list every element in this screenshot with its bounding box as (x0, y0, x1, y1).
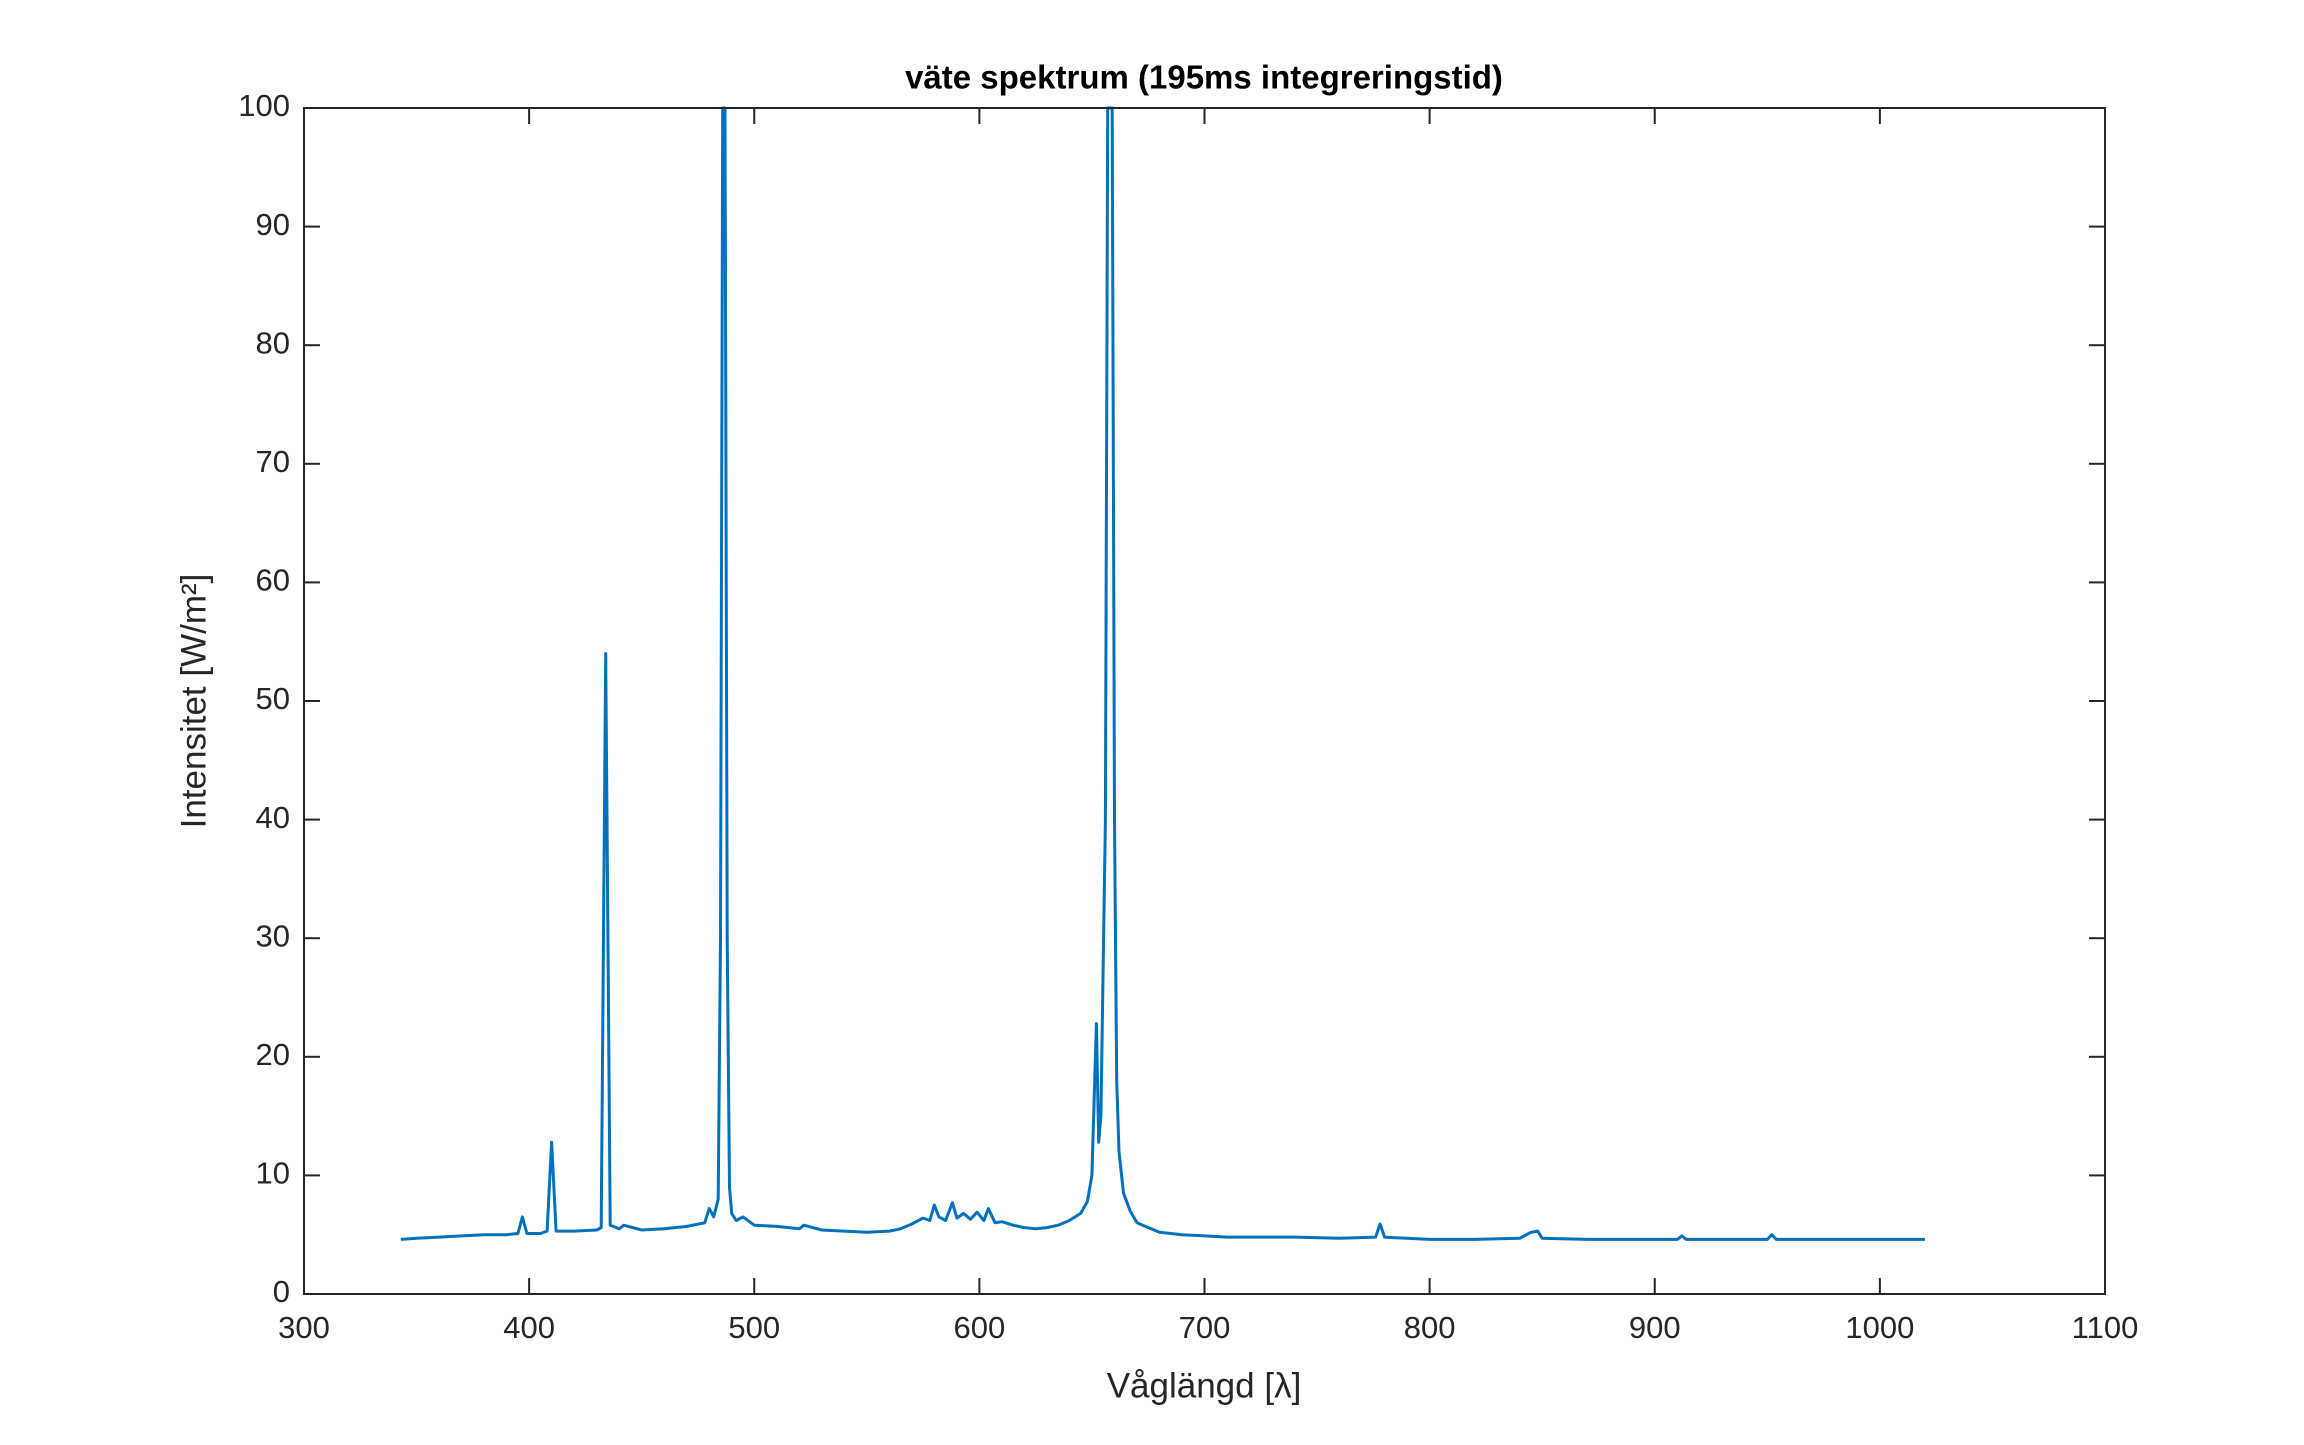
x-tick-label: 800 (1404, 1310, 1456, 1345)
y-tick-label: 100 (238, 88, 290, 123)
data-line (400, 106, 1925, 1241)
y-tick-label: 40 (256, 800, 290, 835)
plot-area (304, 108, 2105, 1294)
y-tick-label: 90 (256, 207, 290, 242)
y-tick-label: 60 (256, 563, 290, 598)
y-tick-label: 20 (256, 1037, 290, 1072)
y-tick-label: 50 (256, 681, 290, 716)
y-tick-label: 10 (256, 1156, 290, 1191)
x-tick-label: 700 (1179, 1310, 1231, 1345)
y-tick-label: 0 (273, 1274, 290, 1309)
chart-title: väte spektrum (195ms integreringstid) (905, 59, 1503, 96)
y-axis-label: Intensitet [W/m²] (174, 574, 213, 829)
x-tick-label: 300 (278, 1310, 330, 1345)
x-tick-label: 1100 (2072, 1310, 2139, 1345)
x-tick-label: 500 (728, 1310, 780, 1345)
x-tick-label: 900 (1629, 1310, 1681, 1345)
y-tick-label: 70 (256, 444, 290, 479)
y-tick-label: 80 (256, 325, 290, 360)
x-tick-label: 1000 (1845, 1310, 1914, 1345)
x-tick-label: 600 (954, 1310, 1006, 1345)
x-axis-label: Våglängd [λ] (1107, 1366, 1302, 1405)
x-tick-label: 400 (503, 1310, 555, 1345)
y-tick-label: 30 (256, 918, 290, 953)
